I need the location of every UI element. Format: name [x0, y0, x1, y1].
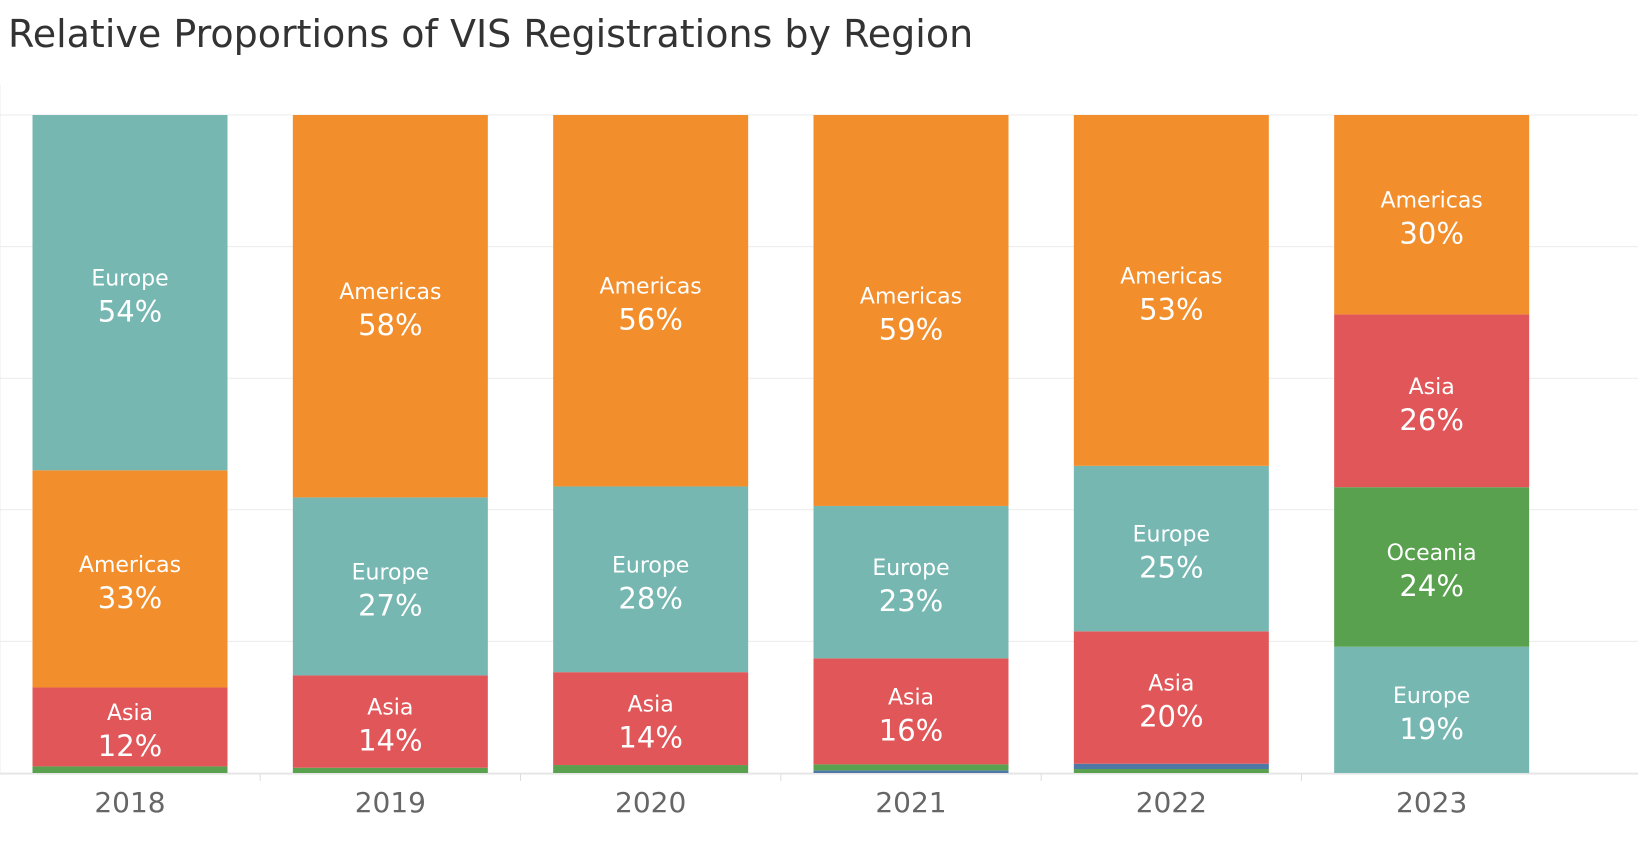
- bar-segment-2021-asia[interactable]: [813, 658, 1009, 765]
- segment-region-label: Europe: [1393, 684, 1470, 709]
- x-axis: 2018 2019 2020 2021 2022 2023: [0, 773, 1638, 819]
- segment-value-label: 27%: [358, 588, 422, 622]
- bar-segment-2022-asia[interactable]: [1073, 631, 1269, 764]
- bar-segment-2020-europe[interactable]: [553, 486, 749, 673]
- segment-value-label: 59%: [879, 312, 943, 346]
- segment-value-label: 53%: [1139, 292, 1203, 326]
- segment-region-label: Americas: [79, 553, 181, 578]
- segment-region-label: Asia: [1409, 375, 1455, 400]
- bar-segment-2023-asia[interactable]: [1334, 314, 1530, 488]
- segment-region-label: Asia: [888, 685, 934, 710]
- segment-value-label: 24%: [1399, 569, 1463, 603]
- segment-value-label: 14%: [618, 721, 682, 755]
- bar-segment-2023-europe[interactable]: [1334, 646, 1530, 773]
- bar-segment-2020-oceania[interactable]: [553, 765, 749, 773]
- segment-value-label: 28%: [618, 581, 682, 615]
- bar-segment-2021-oceania[interactable]: [813, 764, 1009, 771]
- segment-value-label: 14%: [358, 724, 422, 758]
- bar-segment-2018-americas[interactable]: [32, 470, 228, 688]
- bar-segment-2022-americas[interactable]: [1073, 115, 1269, 466]
- segment-region-label: Europe: [872, 556, 949, 581]
- bar-segment-2022-europe[interactable]: [1073, 465, 1269, 632]
- segment-value-label: 33%: [98, 581, 162, 615]
- segment-region-label: Europe: [352, 560, 429, 585]
- segment-region-label: Europe: [91, 267, 168, 292]
- segment-value-label: 56%: [618, 303, 682, 337]
- segment-region-label: Oceania: [1387, 541, 1477, 566]
- segment-value-label: 26%: [1399, 403, 1463, 437]
- bar-segment-2022-oceania[interactable]: [1073, 769, 1269, 773]
- bar-segment-2018-oceania[interactable]: [32, 766, 228, 773]
- bar-segment-2020-americas[interactable]: [553, 115, 749, 487]
- segment-region-label: Europe: [1133, 523, 1210, 548]
- bar-segment-2020-asia[interactable]: [553, 672, 749, 766]
- segment-region-label: Asia: [367, 696, 413, 721]
- segment-value-label: 25%: [1139, 551, 1203, 585]
- x-tick-label: 2021: [875, 786, 946, 819]
- segment-region-label: Asia: [1148, 672, 1194, 697]
- bar-segment-2021-europe[interactable]: [813, 505, 1009, 659]
- bar-segment-2022-other[interactable]: [1073, 763, 1269, 770]
- x-tick-label: 2022: [1136, 786, 1207, 819]
- segment-value-label: 23%: [879, 584, 943, 618]
- x-tick-label: 2019: [355, 786, 426, 819]
- bar-segment-2018-europe[interactable]: [32, 115, 228, 471]
- segment-value-label: 20%: [1139, 700, 1203, 734]
- segment-value-label: 19%: [1399, 712, 1463, 746]
- bar-segment-2019-europe[interactable]: [292, 497, 488, 676]
- segment-region-label: Americas: [600, 275, 702, 300]
- x-tick-label: 2020: [615, 786, 686, 819]
- segment-value-label: 58%: [358, 308, 422, 342]
- segment-region-label: Asia: [628, 693, 674, 718]
- segment-value-label: 16%: [879, 713, 943, 747]
- bar-segment-2019-americas[interactable]: [292, 115, 488, 498]
- segment-value-label: 12%: [98, 729, 162, 763]
- segment-region-label: Asia: [107, 701, 153, 726]
- segment-region-label: Americas: [860, 284, 962, 309]
- bar-segment-2019-asia[interactable]: [292, 675, 488, 768]
- bar-segment-2023-americas[interactable]: [1334, 115, 1530, 315]
- bars: [32, 115, 1530, 773]
- segment-labels: Asia 12% Americas 33% Europe 54% Asia 14% Europe…: [79, 189, 1483, 763]
- x-tick-label: 2023: [1396, 786, 1467, 819]
- x-tick-label: 2018: [94, 786, 165, 819]
- bar-segment-2019-oceania[interactable]: [292, 767, 488, 773]
- chart-title: Relative Proportions of VIS Registration…: [8, 12, 974, 56]
- segment-value-label: 54%: [98, 295, 162, 329]
- bar-segment-2023-oceania[interactable]: [1334, 487, 1530, 647]
- segment-region-label: Europe: [612, 553, 689, 578]
- bar-segment-2021-americas[interactable]: [813, 115, 1009, 506]
- bar-segment-2021-other[interactable]: [813, 770, 1009, 773]
- segment-region-label: Americas: [1120, 264, 1222, 289]
- bar-segment-2018-asia[interactable]: [32, 687, 228, 767]
- segment-value-label: 30%: [1399, 217, 1463, 251]
- segment-region-label: Americas: [339, 280, 441, 305]
- segment-region-label: Americas: [1381, 189, 1483, 214]
